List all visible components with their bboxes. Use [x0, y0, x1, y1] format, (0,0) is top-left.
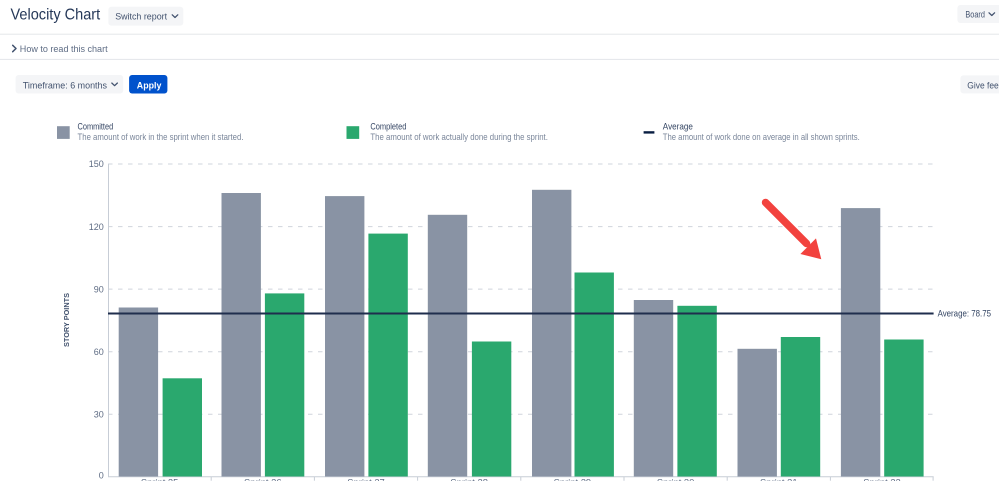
svg-text:150: 150 — [89, 159, 104, 169]
svg-text:90: 90 — [94, 284, 104, 294]
svg-text:How to read this chart: How to read this chart — [20, 44, 108, 55]
svg-text:0: 0 — [99, 470, 104, 480]
svg-text:Board: Board — [965, 10, 985, 21]
svg-text:Sprint 28: Sprint 28 — [450, 477, 488, 481]
svg-text:Completed: Completed — [370, 122, 406, 133]
svg-text:Average: Average — [663, 122, 693, 133]
svg-text:STORY POINTS: STORY POINTS — [62, 293, 71, 347]
svg-text:120: 120 — [89, 222, 104, 232]
svg-text:Apply: Apply — [137, 81, 162, 92]
svg-text:The amount of work in the spri: The amount of work in the sprint when it… — [78, 131, 244, 142]
svg-text:Give feedback: Give feedback — [967, 80, 999, 91]
svg-text:Timeframe: 6 months: Timeframe: 6 months — [23, 81, 107, 92]
svg-text:Sprint 31: Sprint 31 — [760, 477, 798, 481]
svg-text:Velocity Chart: Velocity Chart — [11, 7, 101, 24]
svg-text:Switch report: Switch report — [115, 11, 167, 22]
svg-text:Sprint 32: Sprint 32 — [863, 477, 901, 481]
svg-text:Sprint 26: Sprint 26 — [244, 477, 282, 481]
svg-text:Sprint 27: Sprint 27 — [347, 477, 385, 481]
svg-text:The amount of work done on ave: The amount of work done on average in al… — [663, 131, 860, 142]
svg-text:Sprint 30: Sprint 30 — [657, 477, 695, 481]
svg-text:Average: 78.75: Average: 78.75 — [938, 307, 991, 318]
svg-text:Sprint 29: Sprint 29 — [554, 477, 592, 481]
svg-text:Sprint 25: Sprint 25 — [141, 477, 179, 481]
svg-text:60: 60 — [94, 347, 104, 357]
svg-text:Committed: Committed — [78, 122, 114, 133]
svg-text:30: 30 — [94, 409, 104, 419]
svg-text:The amount of work actually do: The amount of work actually done during … — [370, 131, 548, 142]
